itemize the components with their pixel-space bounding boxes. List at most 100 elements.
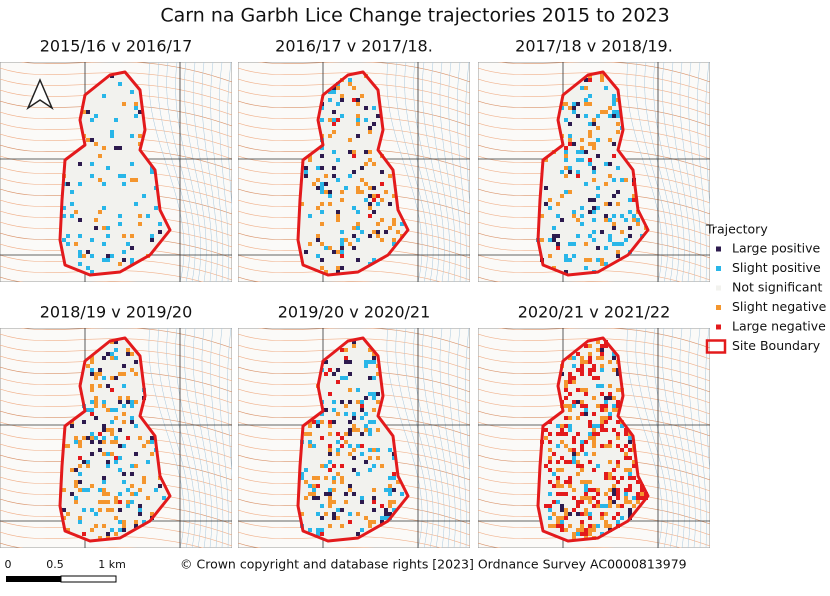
pixel [352, 170, 356, 174]
pixel [572, 460, 576, 464]
pixel [82, 508, 86, 512]
pixel [134, 372, 138, 376]
pixel [110, 528, 114, 532]
pixel [396, 230, 400, 234]
pixel [580, 440, 584, 444]
pixel [572, 452, 576, 456]
contour [413, 62, 439, 282]
pixel [616, 114, 620, 118]
pixel [328, 194, 332, 198]
pixel [332, 122, 336, 126]
pixel [134, 424, 138, 428]
pixel [352, 492, 356, 496]
pixel [572, 254, 576, 258]
pixel [130, 134, 134, 138]
legend-label: Slight positive [732, 260, 821, 275]
pixel [568, 404, 572, 408]
pixel [102, 182, 106, 186]
pixel [352, 86, 356, 90]
pixel [336, 440, 340, 444]
pixel [624, 428, 628, 432]
pixel [568, 170, 572, 174]
pixel [332, 150, 336, 154]
pixel [122, 250, 126, 254]
site-boundary [58, 336, 172, 543]
pixel [308, 440, 312, 444]
pixel [544, 464, 548, 468]
pixel [580, 464, 584, 468]
pixel [560, 524, 564, 528]
contour [257, 62, 470, 83]
pixel [332, 90, 336, 94]
pixel [90, 408, 94, 412]
pixel [584, 492, 588, 496]
pixel [600, 368, 604, 372]
pixel [130, 472, 134, 476]
pixel [364, 162, 368, 166]
pixel [98, 448, 102, 452]
pixel [632, 218, 636, 222]
pixel [300, 476, 304, 480]
pixel [592, 206, 596, 210]
pixel [624, 500, 628, 504]
contour [465, 328, 470, 480]
pixel [328, 500, 332, 504]
pixel [348, 400, 352, 404]
pixel [604, 344, 608, 348]
pixel [600, 364, 604, 368]
pixel [130, 178, 134, 182]
pixel [78, 516, 82, 520]
pixel [356, 428, 360, 432]
pixel [86, 488, 90, 492]
pixel [122, 528, 126, 532]
pixel [134, 400, 138, 404]
pixel [90, 238, 94, 242]
pixel [304, 468, 308, 472]
pixel [328, 392, 332, 396]
pixel [380, 198, 384, 202]
pixel [308, 492, 312, 496]
pixel [576, 512, 580, 516]
legend-swatch [716, 324, 721, 330]
pixel [102, 376, 106, 380]
pixel [608, 384, 612, 388]
pixel [576, 452, 580, 456]
pixel [580, 532, 584, 536]
pixel [90, 356, 94, 360]
pixel [588, 94, 592, 98]
pixel [580, 520, 584, 524]
pixel [576, 352, 580, 356]
pixel [90, 360, 94, 364]
pixel [118, 520, 122, 524]
pixel [604, 420, 608, 424]
pixel [360, 452, 364, 456]
pixel [560, 170, 564, 174]
pixel [600, 504, 604, 508]
pixel [588, 496, 592, 500]
pixel [392, 238, 396, 242]
pixel [584, 98, 588, 102]
pixel [78, 520, 82, 524]
pixel [624, 238, 628, 242]
pixel [580, 400, 584, 404]
pixel [580, 512, 584, 516]
pixel [344, 360, 348, 364]
pixel [632, 464, 636, 468]
pixel [368, 448, 372, 452]
pixel [592, 432, 596, 436]
pixel [600, 384, 604, 388]
pixel [616, 242, 620, 246]
pixel [548, 504, 552, 508]
pixel [552, 524, 556, 528]
pixel [572, 210, 576, 214]
pixel [324, 492, 328, 496]
pixel [576, 532, 580, 536]
pixel [580, 448, 584, 452]
pixel [320, 412, 324, 416]
pixel [110, 432, 114, 436]
pixel [316, 532, 320, 536]
pixel [576, 460, 580, 464]
pixel [300, 472, 304, 476]
pixel [368, 428, 372, 432]
pixel [328, 504, 332, 508]
